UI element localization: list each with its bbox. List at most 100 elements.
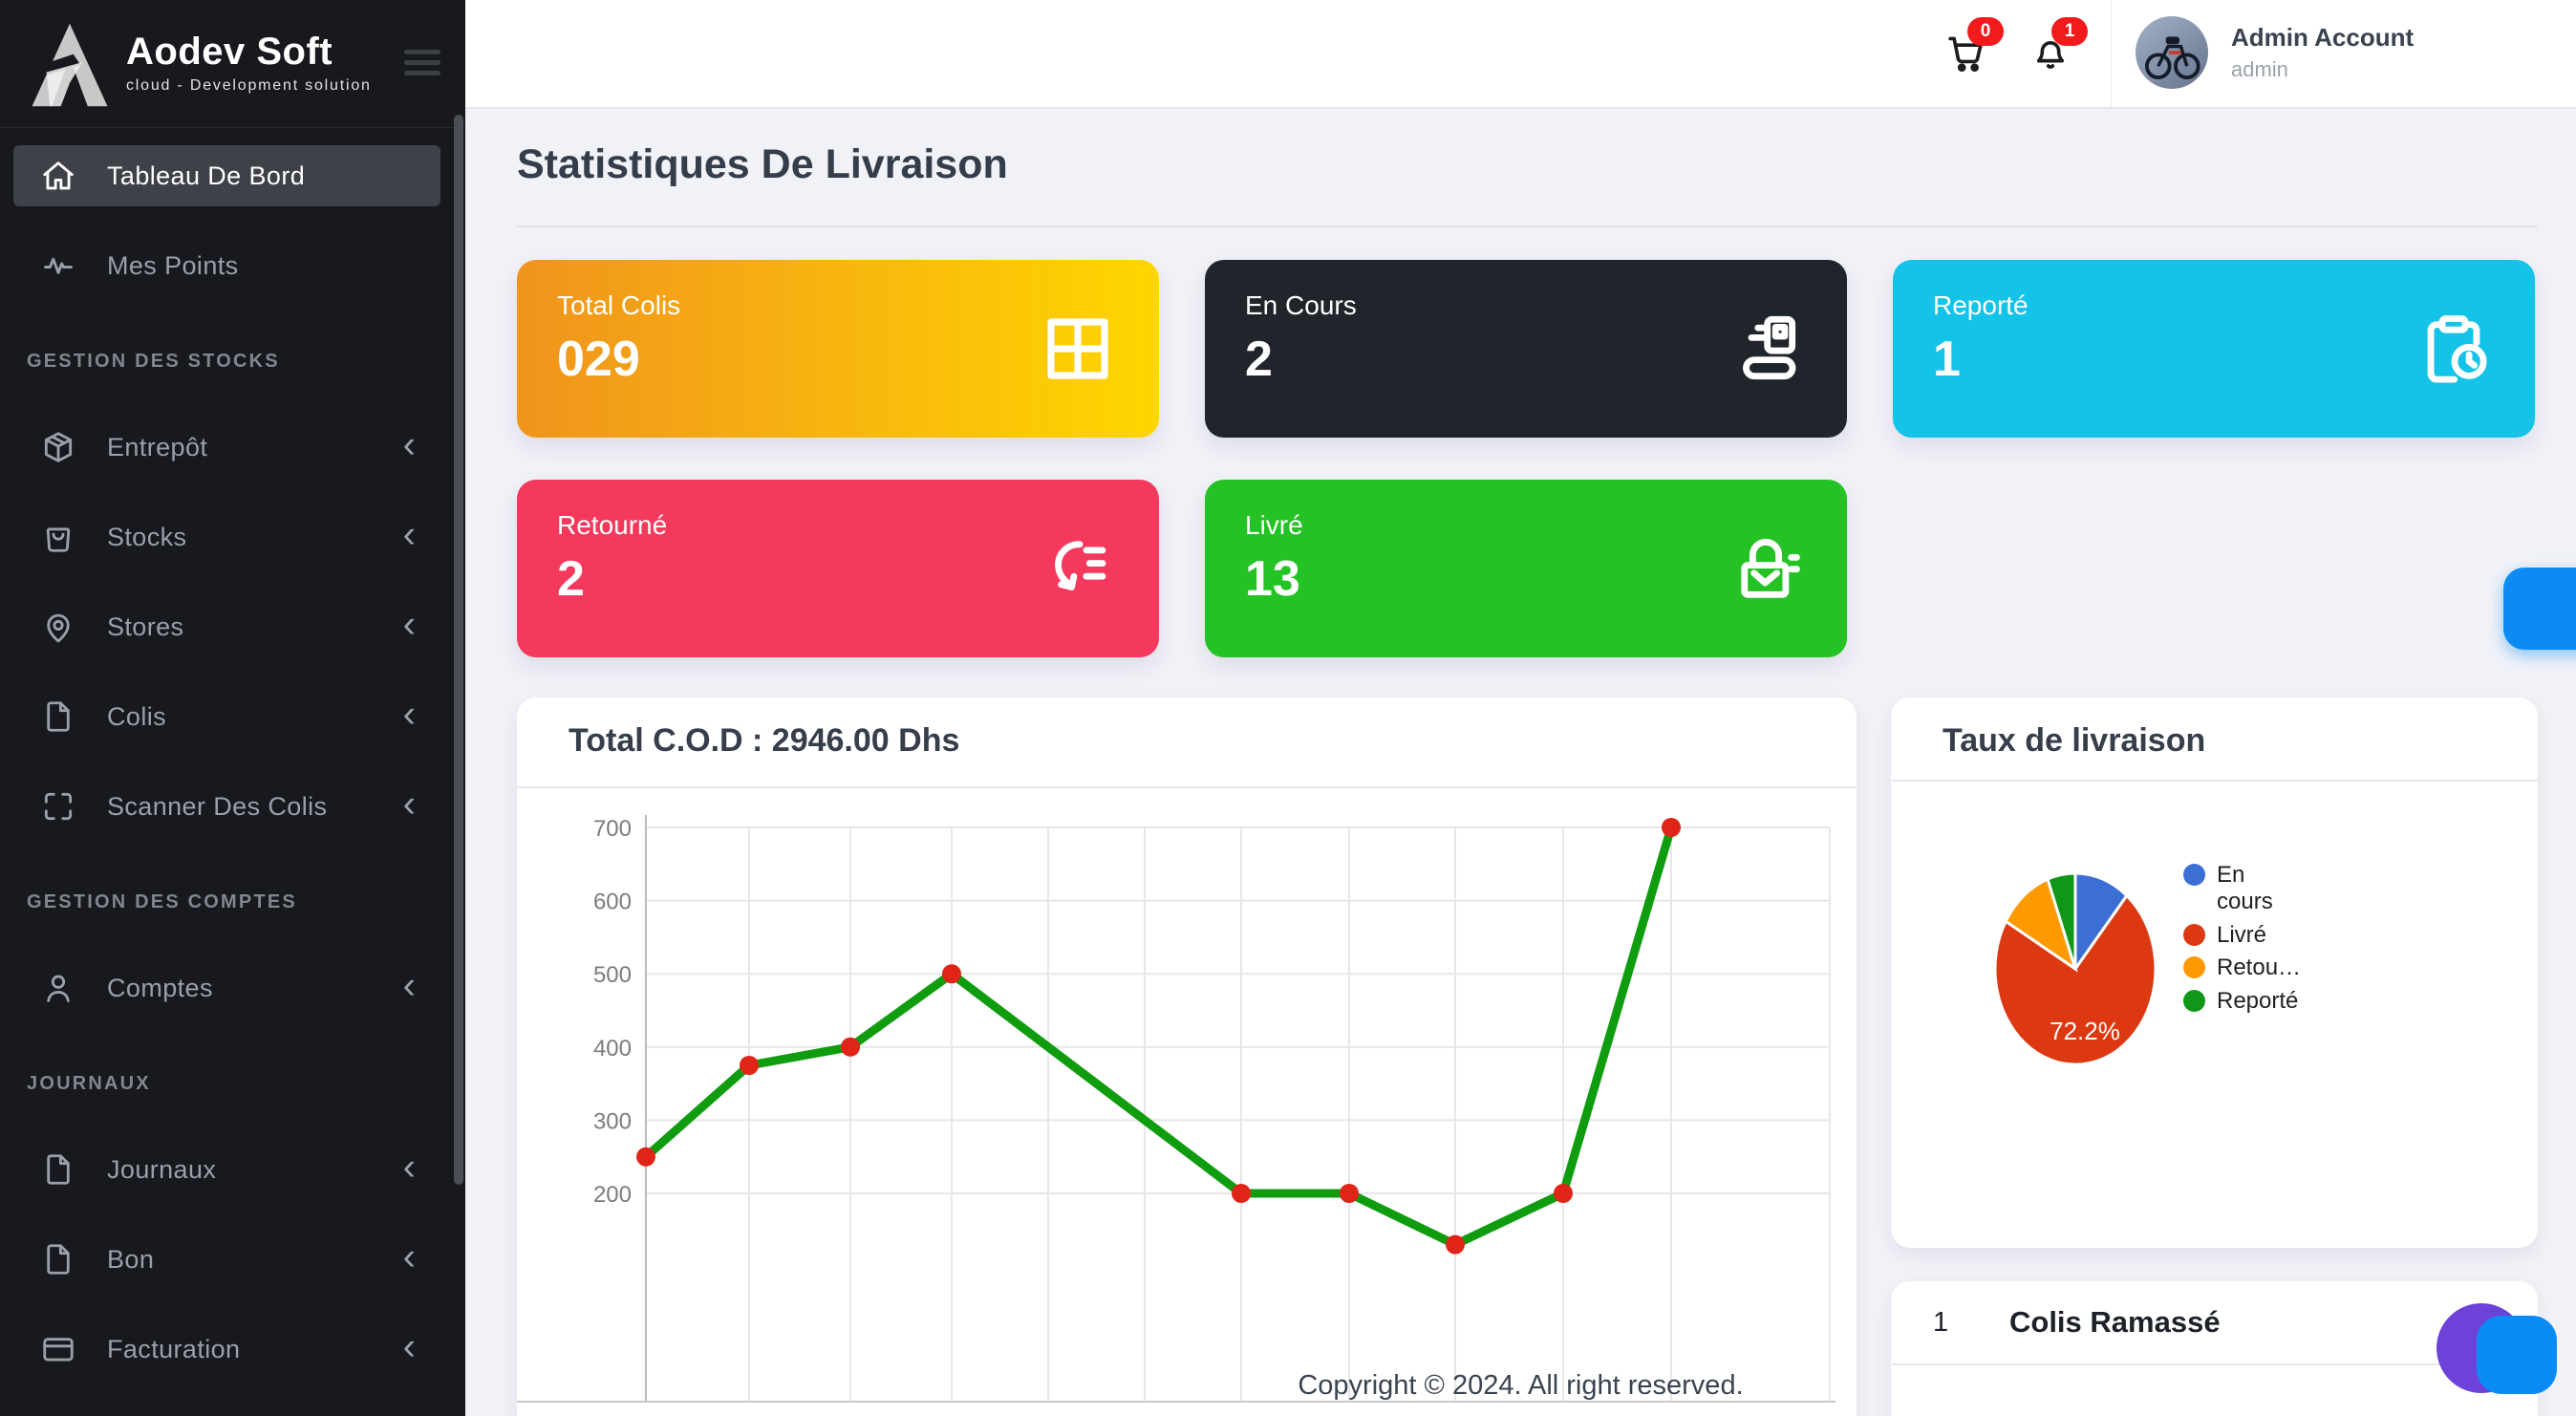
delivery-rate-title: Taux de livraison <box>1943 722 2206 759</box>
scan-icon <box>40 788 76 825</box>
svg-text:500: 500 <box>593 962 632 988</box>
stat-card-value: 1 <box>1933 332 1961 387</box>
brand-logo-icon <box>25 20 115 108</box>
sidebar-item-colis[interactable]: Colis ‹ <box>13 686 440 747</box>
sidebar-item-label: Bon <box>107 1244 155 1274</box>
motorbike-photo <box>2144 36 2200 80</box>
cod-line-chart: 700 600 500 400 300 200 <box>517 815 1835 1403</box>
chevron-left-icon: ‹ <box>402 1235 416 1278</box>
sidebar-item-label: Entrepôt <box>107 432 208 461</box>
topbar-divider <box>2111 0 2112 107</box>
grid-icon <box>1039 310 1117 388</box>
stat-card-label: Livré <box>1245 510 1303 540</box>
cod-chart-card: Total C.O.D : 2946.00 Dhs 700 600 500 400 30… <box>517 697 1857 1416</box>
chevron-left-icon: ‹ <box>402 603 416 646</box>
legend-dot <box>2183 956 2205 979</box>
svg-text:200: 200 <box>593 1182 632 1208</box>
chat-widget-button[interactable] <box>2477 1316 2557 1394</box>
stat-card-value: 13 <box>1245 551 1300 607</box>
page-title: Statistiques De Livraison <box>517 141 1008 187</box>
sidebar-item-facturation[interactable]: Facturation ‹ <box>13 1319 440 1380</box>
sidebar-item-scanner-des-colis[interactable]: Scanner Des Colis ‹ <box>13 776 440 837</box>
credit-card-icon <box>40 1331 76 1367</box>
sidebar-item-stocks[interactable]: Stocks ‹ <box>13 506 440 568</box>
card-divider <box>1891 780 2538 782</box>
legend-dot <box>2183 923 2205 946</box>
legend-label: Livré <box>2217 921 2267 948</box>
pie-legend-item: Retou… <box>2183 955 2305 981</box>
card-divider <box>517 786 1857 788</box>
chevron-left-icon: ‹ <box>402 693 416 736</box>
pie-slice-reporte <box>2046 871 2077 970</box>
sidebar-item-tableau-de-bord[interactable]: Tableau De Bord <box>13 145 440 206</box>
pickup-row[interactable]: 1 Colis Ramassé <box>1891 1281 2538 1365</box>
notifications-badge: 1 <box>2051 17 2088 46</box>
pie-legend-item: En cours <box>2183 862 2305 915</box>
delivery-rate-pie-chart: 72.2% <box>1993 871 2157 1066</box>
sidebar-toggle-button[interactable] <box>400 40 444 85</box>
pie-data-label: 72.2% <box>2050 1017 2120 1045</box>
sidebar-item-bon[interactable]: Bon ‹ <box>13 1229 440 1290</box>
chevron-left-icon: ‹ <box>402 964 416 1007</box>
legend-label: Retou… <box>2217 955 2302 981</box>
brand-name: Aodev Soft <box>126 31 333 73</box>
stat-card-label: En Cours <box>1245 290 1357 320</box>
cart-button[interactable]: 0 <box>1944 17 2004 75</box>
svg-text:700: 700 <box>593 816 632 842</box>
chevron-left-icon: ‹ <box>402 1146 416 1189</box>
delivery-rate-card: Taux de livraison 72.2% En cours Livré R… <box>1891 697 2538 1248</box>
stat-card-label: Reporté <box>1933 290 2029 320</box>
package-icon <box>40 429 76 465</box>
sidebar-item-mes-points[interactable]: Mes Points <box>13 235 440 296</box>
stat-card-en-cours: En Cours 2 <box>1205 260 1847 438</box>
user-role: admin <box>2231 56 2288 81</box>
sidebar-scrollbar-thumb[interactable] <box>454 115 463 1185</box>
svg-text:400: 400 <box>593 1036 632 1062</box>
sidebar-nav: Tableau De Bord Mes Points GESTION DES S… <box>0 128 465 1380</box>
stat-card-total-colis: Total Colis 029 <box>517 260 1159 438</box>
brand-tagline: cloud - Development solution <box>126 77 372 94</box>
sidebar-item-label: Journaux <box>107 1154 217 1184</box>
chevron-left-icon: ‹ <box>402 513 416 556</box>
topbar: 0 1 Admin Account <box>465 0 2576 109</box>
sidebar-item-comptes[interactable]: Comptes ‹ <box>13 957 440 1019</box>
pie-legend-item: Livré <box>2183 922 2305 949</box>
clipboard-clock-icon <box>2415 310 2493 388</box>
home-icon <box>40 158 76 194</box>
user-menu[interactable]: Admin Account admin <box>2136 16 2414 89</box>
stat-cards: Total Colis 029 En Cours 2 Reporté 1 Ret… <box>517 260 2535 657</box>
stat-card-retourne: Retourné 2 <box>517 480 1159 657</box>
notifications-button[interactable]: 1 <box>2029 17 2088 75</box>
stat-card-label: Retourné <box>557 510 668 540</box>
cart-icon <box>1948 36 1983 73</box>
bell-icon <box>2036 41 2065 69</box>
footer-copyright: Copyright © 2024. All right reserved. <box>1298 1370 1744 1401</box>
legend-label: En cours <box>2217 862 2273 914</box>
stat-card-value: 2 <box>1245 332 1273 387</box>
file-icon <box>40 698 76 735</box>
file-icon <box>40 1151 76 1188</box>
chevron-left-icon: ‹ <box>402 423 416 466</box>
legend-label: Reporté <box>2217 988 2299 1015</box>
pickup-row-label: Colis Ramassé <box>2009 1305 2221 1339</box>
file-icon <box>40 1241 76 1277</box>
sidebar-item-label: Mes Points <box>107 250 239 280</box>
stat-card-label: Total Colis <box>557 290 681 320</box>
sidebar: Aodev Soft cloud - Development solution … <box>0 0 465 1416</box>
return-list-icon <box>1039 529 1117 608</box>
sidebar-item-label: Scanner Des Colis <box>107 791 328 821</box>
brand: Aodev Soft cloud - Development solution <box>0 0 465 128</box>
sidebar-item-journaux[interactable]: Journaux ‹ <box>13 1139 440 1200</box>
stat-card-value: 2 <box>557 551 585 607</box>
sidebar-item-label: Stores <box>107 611 184 641</box>
settings-panel-toggle[interactable] <box>2503 568 2576 650</box>
mail-check-icon <box>1727 529 1805 608</box>
sidebar-section-header: GESTION DES STOCKS <box>27 351 280 372</box>
chevron-left-icon: ‹ <box>402 1325 416 1368</box>
sidebar-item-entrepot[interactable]: Entrepôt ‹ <box>13 417 440 478</box>
sidebar-item-label: Colis <box>107 701 167 731</box>
legend-dot <box>2183 864 2205 886</box>
sidebar-item-stores[interactable]: Stores ‹ <box>13 596 440 657</box>
cod-chart-title: Total C.O.D : 2946.00 Dhs <box>569 722 960 759</box>
